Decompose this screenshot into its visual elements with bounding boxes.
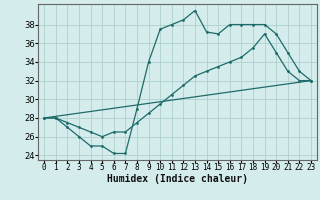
X-axis label: Humidex (Indice chaleur): Humidex (Indice chaleur) <box>107 174 248 184</box>
